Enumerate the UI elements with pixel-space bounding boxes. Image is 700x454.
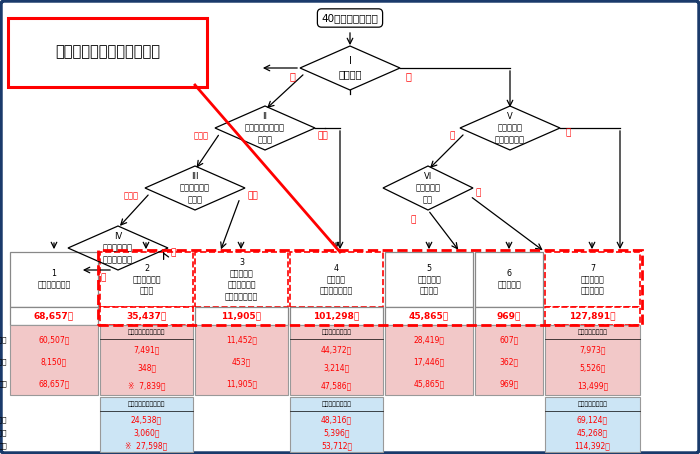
Text: 有: 有 <box>449 132 455 140</box>
Text: 被扶養者: 被扶養者 <box>0 429 7 436</box>
FancyBboxPatch shape <box>545 397 640 452</box>
Text: 44,372人: 44,372人 <box>321 345 352 355</box>
Text: 13,499人: 13,499人 <box>577 381 608 390</box>
FancyBboxPatch shape <box>475 307 543 325</box>
FancyBboxPatch shape <box>385 252 473 307</box>
Text: 68,657人: 68,657人 <box>38 380 69 389</box>
FancyBboxPatch shape <box>100 325 193 395</box>
Text: 35,437人: 35,437人 <box>127 311 167 321</box>
Text: 7
生活習慣病
状態不明者: 7 生活習慣病 状態不明者 <box>580 264 604 296</box>
Text: 8,150人: 8,150人 <box>41 357 67 366</box>
Text: 健診受診治療中者: 健診受診治療中者 <box>321 401 351 407</box>
FancyBboxPatch shape <box>290 307 383 325</box>
FancyBboxPatch shape <box>195 325 288 395</box>
FancyBboxPatch shape <box>290 252 383 307</box>
FancyBboxPatch shape <box>385 307 473 325</box>
Text: 合計: 合計 <box>0 442 7 449</box>
FancyBboxPatch shape <box>475 252 543 307</box>
Text: 被保険者: 被保険者 <box>0 337 7 343</box>
FancyBboxPatch shape <box>195 252 288 307</box>
FancyBboxPatch shape <box>100 252 193 307</box>
Text: 24,538人: 24,538人 <box>131 415 162 424</box>
Text: 607人: 607人 <box>499 336 519 345</box>
FancyBboxPatch shape <box>100 307 193 325</box>
FancyBboxPatch shape <box>10 252 98 307</box>
FancyBboxPatch shape <box>545 325 640 395</box>
FancyBboxPatch shape <box>545 252 640 307</box>
FancyBboxPatch shape <box>10 307 98 325</box>
Text: 11,905人: 11,905人 <box>226 380 257 389</box>
Text: 47,586人: 47,586人 <box>321 381 352 390</box>
Text: 348人: 348人 <box>137 364 156 372</box>
FancyBboxPatch shape <box>475 325 543 395</box>
Text: 無: 無 <box>405 71 411 81</box>
Text: 被保険者: 被保険者 <box>0 416 7 423</box>
Text: 127,891人: 127,891人 <box>569 311 616 321</box>
Text: 101,298人: 101,298人 <box>314 311 360 321</box>
Text: 5,396人: 5,396人 <box>323 428 350 437</box>
Text: 114,392人: 114,392人 <box>575 441 610 450</box>
Text: 有: 有 <box>170 248 176 257</box>
Text: 3,060人: 3,060人 <box>133 428 160 437</box>
Text: 3,214人: 3,214人 <box>323 364 349 372</box>
Text: 28,419人: 28,419人 <box>414 336 444 345</box>
Text: 11,452人: 11,452人 <box>226 336 257 345</box>
Text: 生活習慣病受診有: 生活習慣病受診有 <box>578 329 608 335</box>
Text: 5,526人: 5,526人 <box>580 364 606 372</box>
Text: 69,124人: 69,124人 <box>577 415 608 424</box>
Text: ※  27,598人: ※ 27,598人 <box>125 441 167 450</box>
Text: 内臓脂肪蓄積リスク有: 内臓脂肪蓄積リスク有 <box>127 329 165 335</box>
FancyBboxPatch shape <box>100 397 193 452</box>
Text: 362人: 362人 <box>499 357 519 366</box>
Text: 53,712人: 53,712人 <box>321 441 352 450</box>
Text: 969人: 969人 <box>497 311 522 321</box>
Text: 453人: 453人 <box>232 357 251 366</box>
Text: 無: 無 <box>566 128 570 138</box>
Text: 45,865人: 45,865人 <box>409 311 449 321</box>
Text: 68,657人: 68,657人 <box>34 311 74 321</box>
Text: 1
健診結果優良者: 1 健診結果優良者 <box>37 269 71 290</box>
FancyBboxPatch shape <box>545 307 640 325</box>
Text: V
生活習慣病
投薬レセプト: V 生活習慣病 投薬レセプト <box>495 112 525 144</box>
Text: 5
健診未受診
治療中者: 5 健診未受診 治療中者 <box>417 264 441 296</box>
Text: 生活習慣病受診無: 生活習慣病受診無 <box>578 401 608 407</box>
FancyBboxPatch shape <box>195 307 288 325</box>
Text: III
特定保健指導
対象者: III 特定保健指導 対象者 <box>180 172 210 204</box>
Text: 45,268人: 45,268人 <box>577 428 608 437</box>
Text: 3
受診勧奨値
除外後の特定
保健指導対象者: 3 受診勧奨値 除外後の特定 保健指導対象者 <box>225 258 258 301</box>
Text: 該当: 該当 <box>248 192 258 201</box>
Text: 無: 無 <box>410 216 416 224</box>
Text: 無: 無 <box>100 273 106 282</box>
Text: VI
生活習慣病
放置: VI 生活習慣病 放置 <box>416 172 440 204</box>
Text: 内臓脂肪蓄積リスク無: 内臓脂肪蓄積リスク無 <box>127 401 165 407</box>
Text: 該当: 該当 <box>318 132 328 140</box>
Text: I
健診受診: I 健診受診 <box>338 56 362 79</box>
Text: 有: 有 <box>475 188 481 197</box>
Text: 非該当: 非該当 <box>193 132 209 140</box>
Text: IV
特定保健指導
健診値リスク: IV 特定保健指導 健診値リスク <box>103 232 133 264</box>
Text: 7,973人: 7,973人 <box>580 345 606 355</box>
Text: 60,507人: 60,507人 <box>38 336 70 345</box>
Text: 2
特定保健指導
予備群: 2 特定保健指導 予備群 <box>132 264 161 296</box>
Text: 4
医療機関
受診勧奨対象者: 4 医療機関 受診勧奨対象者 <box>320 264 353 296</box>
Text: 生活習慣病リスク因子保有: 生活習慣病リスク因子保有 <box>55 44 160 59</box>
Text: 合計: 合計 <box>0 381 7 387</box>
Text: 有: 有 <box>289 71 295 81</box>
Text: 45,865人: 45,865人 <box>414 380 444 389</box>
FancyBboxPatch shape <box>10 325 98 395</box>
Text: 40歳以上の加入者: 40歳以上の加入者 <box>321 13 379 23</box>
FancyBboxPatch shape <box>290 397 383 452</box>
Text: 非該当: 非該当 <box>123 192 139 201</box>
Text: 循診異常値放置者: 循診異常値放置者 <box>321 329 351 335</box>
Text: 969人: 969人 <box>499 380 519 389</box>
Text: 被扶養者: 被扶養者 <box>0 359 7 365</box>
Text: ※  7,839人: ※ 7,839人 <box>127 381 165 390</box>
Text: 7,491人: 7,491人 <box>133 345 160 355</box>
Text: II
医療機関受診勧奨
対象者: II 医療機関受診勧奨 対象者 <box>245 112 285 144</box>
FancyBboxPatch shape <box>290 325 383 395</box>
Text: 48,316人: 48,316人 <box>321 415 352 424</box>
FancyBboxPatch shape <box>385 325 473 395</box>
Text: 6
治療中断者: 6 治療中断者 <box>497 269 521 290</box>
Text: 11,905人: 11,905人 <box>221 311 262 321</box>
